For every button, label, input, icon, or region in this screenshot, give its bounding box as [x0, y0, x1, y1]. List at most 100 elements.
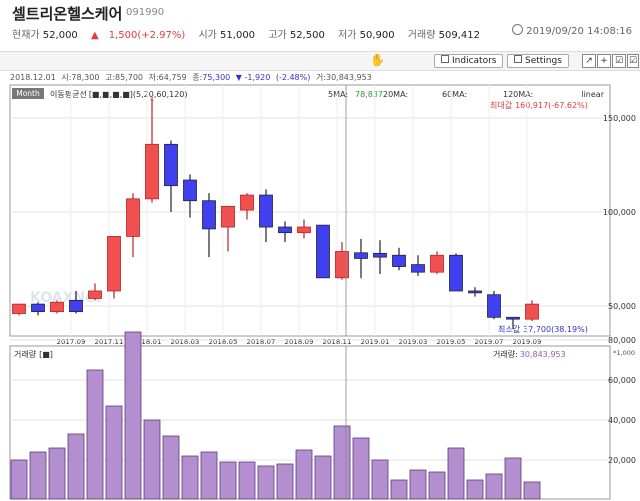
indicators-button[interactable]: Indicators	[434, 54, 504, 68]
settings-label: Settings	[525, 56, 562, 66]
candle-body	[392, 254, 406, 267]
time-tick-label: 2018.07	[247, 338, 276, 346]
volume-bar	[105, 405, 123, 500]
stock-header: 셀트리온헬스케어 091990 현재가 52,000 ▲ 1,500(+2.97%…	[0, 0, 640, 50]
volume-bar	[333, 425, 351, 500]
low-value: 50,900	[359, 30, 395, 41]
time-tick-label: 2017.09	[57, 338, 86, 346]
volume-tick-label: 20,000	[608, 456, 636, 465]
ma20-label: 20MA:	[383, 90, 408, 99]
min-label: 최소값 37,700(38.19%)	[498, 324, 588, 334]
ohlc-change: ▼ -1,920	[236, 73, 270, 82]
price-grid	[10, 85, 610, 336]
volume-bar	[257, 465, 275, 500]
price-panel	[9, 84, 611, 337]
chart-area[interactable]: 2018.12.01 시:78,300 고:85,700 저:64,759 종:…	[0, 70, 640, 501]
up-triangle-icon: ▲	[90, 30, 99, 41]
volume-bar	[29, 451, 47, 500]
candles: ↓	[12, 94, 539, 330]
min-label-text: 최소값	[498, 324, 521, 334]
high-value: 52,500	[289, 30, 325, 41]
volume-bar	[352, 437, 370, 500]
time-axis: 2017.09 2017.11 2018.01 2018.03 2018.05 2018.…	[57, 338, 542, 346]
ma-label: 이동평균선	[50, 89, 87, 99]
volume-bar	[219, 461, 237, 500]
volume-bar	[200, 451, 218, 500]
volume-tick-label: 40,000	[608, 416, 636, 425]
linear-label[interactable]: linear	[581, 90, 604, 99]
volume-right-value: 30,843,953	[520, 350, 566, 359]
candle-body	[164, 143, 178, 187]
period-badge[interactable]	[12, 88, 44, 99]
volume-bar	[447, 447, 465, 500]
volume-bars	[10, 331, 541, 500]
ma60-label: 60MA:	[442, 90, 467, 99]
open-label: 시가	[198, 30, 217, 41]
crosshair-icon[interactable]: +	[597, 54, 611, 68]
candle-body	[297, 226, 311, 234]
price-tick-label: 50,000	[608, 302, 636, 311]
time-tick-label: 2019.09	[513, 338, 542, 346]
candle-body	[31, 303, 45, 313]
ohlc-date: 2018.12.01	[10, 73, 56, 82]
ohlc-info: 2018.12.01 시:78,300 고:85,700 저:64,759 종:…	[10, 73, 372, 82]
volume-right-label-text: 거래량:	[493, 349, 518, 359]
volume-bar	[124, 331, 142, 500]
candle-body	[335, 251, 349, 279]
ohlc-open: 78,300	[71, 73, 99, 82]
timestamp-text: 2019/09/20 14:08:16	[526, 26, 632, 37]
volume-bar	[485, 473, 503, 500]
volume-bar	[181, 455, 199, 500]
candle-body	[240, 194, 254, 211]
ma5-label: 5MA:	[328, 90, 348, 99]
ma120-label: 120MA:	[503, 90, 533, 99]
volume-bar	[409, 469, 427, 500]
volume-bar	[86, 369, 104, 500]
ma-params: (5,20,60,120)	[133, 90, 188, 99]
volume-panel-label-text: 거래량	[14, 349, 37, 359]
volume-bar	[295, 449, 313, 500]
candle-body	[525, 303, 539, 320]
candle-body	[487, 294, 501, 318]
checkbox-2-icon[interactable]: ☑	[627, 54, 639, 68]
stock-name: 셀트리온헬스케어	[12, 5, 123, 23]
time-tick-label: 2017.11	[95, 338, 124, 346]
volume-bar	[371, 459, 389, 500]
time-tick-label: 2018.09	[285, 338, 314, 346]
time-tick-label: 2018.05	[209, 338, 238, 346]
high-label: 고가	[268, 30, 287, 41]
ohlc-vol: 30,843,953	[326, 73, 372, 82]
ohlc-close: 75,300	[202, 73, 230, 82]
timestamp: 2019/09/20 14:08:16	[512, 24, 632, 37]
candle-body	[259, 194, 273, 228]
ohlc-low: 64,759	[159, 73, 187, 82]
max-label: 최대값 160,917(-67.62%)	[490, 100, 588, 110]
settings-button[interactable]: Settings	[507, 54, 569, 68]
volume-bar	[143, 419, 161, 500]
draw-tool-icon[interactable]: ↗	[582, 54, 596, 68]
checkbox-icon[interactable]: ☑	[612, 54, 626, 68]
candle-body	[373, 252, 387, 258]
volume-bar	[314, 455, 332, 500]
time-tick-label: 2019.07	[475, 338, 504, 346]
ma-legend: 이동평균선 [■,■,■,■](5,20,60,120)	[50, 89, 188, 99]
hand-pan-icon[interactable]: ✋	[370, 53, 385, 67]
candle-body	[411, 264, 425, 273]
ohlc-high-label: 고:	[105, 73, 115, 82]
current-price-label: 현재가	[12, 30, 40, 41]
time-tick-label: 2018.11	[323, 338, 352, 346]
volume-label: 거래량	[407, 30, 436, 41]
watermark: KOAXNet	[30, 290, 102, 306]
candle-body	[430, 254, 444, 273]
volume-bar	[523, 481, 541, 500]
volume-bar	[390, 479, 408, 500]
volume-bar	[162, 435, 180, 500]
volume-bar	[466, 479, 484, 500]
candle-body	[468, 290, 482, 294]
volume-bar	[48, 447, 66, 500]
clock-icon	[512, 24, 524, 35]
time-tick-label: 2018.01	[133, 338, 162, 346]
candle-body	[69, 299, 83, 313]
volume-axis: 20,000 40,000 60,000 80,000	[608, 336, 636, 465]
time-tick-label: 2019.01	[361, 338, 390, 346]
